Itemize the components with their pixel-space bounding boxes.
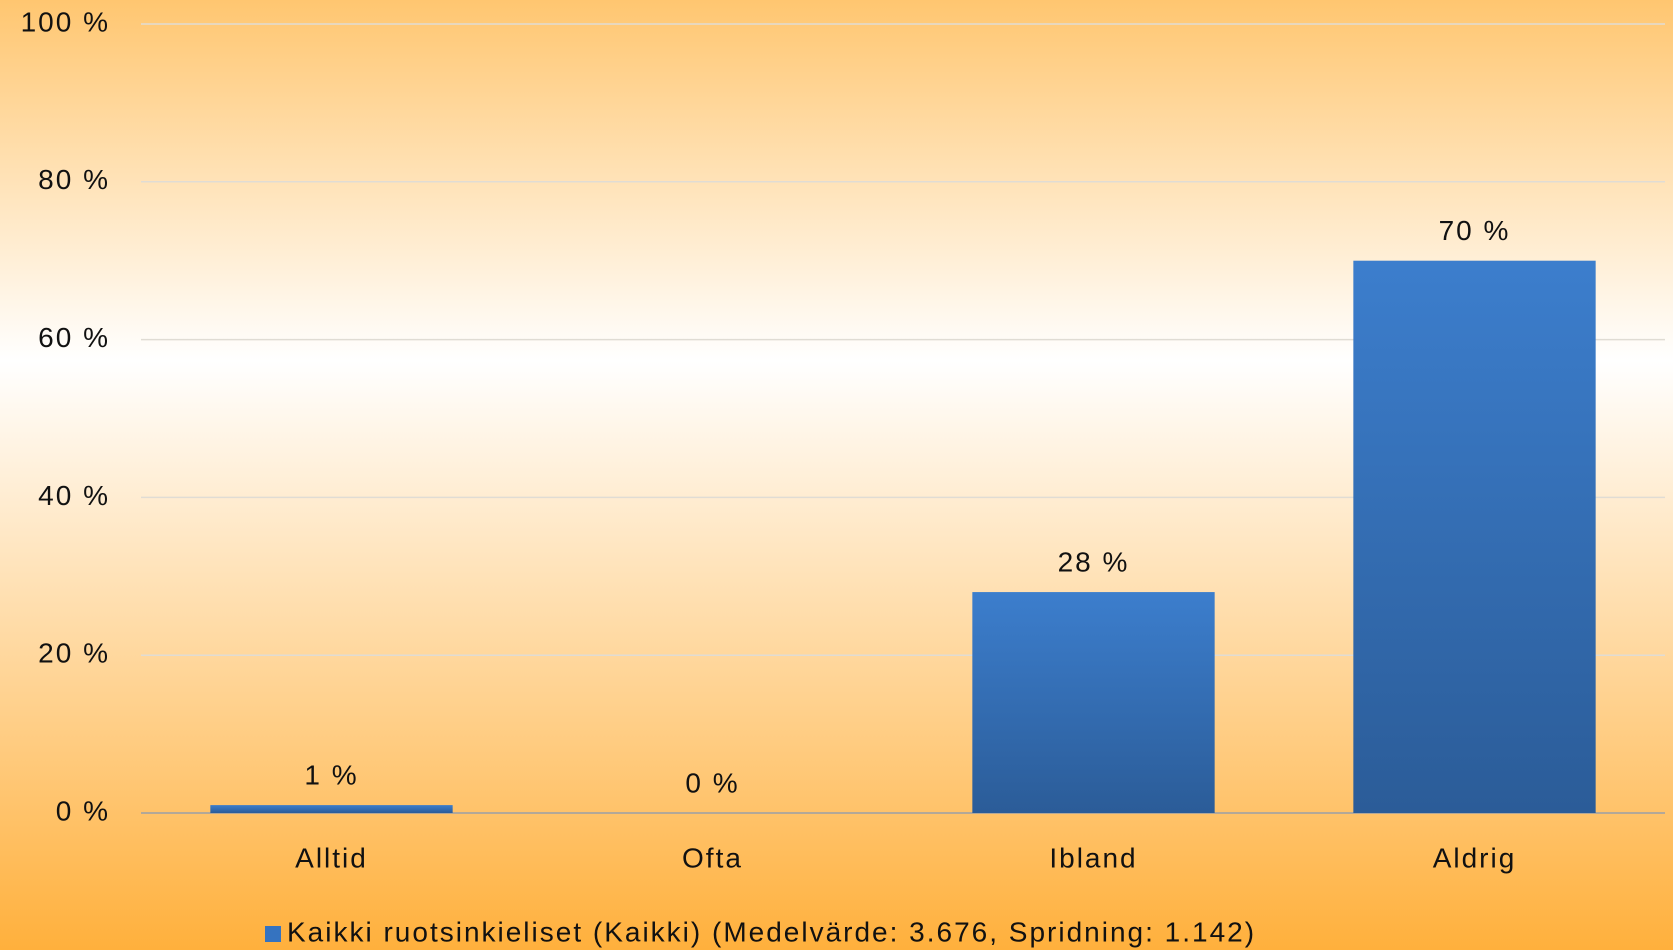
data-label: 70 % [1439,215,1511,246]
y-tick-label: 20 % [38,638,110,669]
y-tick-label: 0 % [56,795,110,826]
bar [972,592,1215,813]
legend-swatch [265,926,281,942]
data-label: 28 % [1058,546,1130,577]
data-label: 0 % [685,767,739,798]
data-label: 1 % [304,760,358,791]
y-tick-label: 80 % [38,164,110,195]
bar [210,805,453,813]
x-tick-label: Alltid [295,842,368,873]
y-tick-label: 60 % [38,322,110,353]
x-tick-label: Ibland [1049,842,1137,873]
legend-label: Kaikki ruotsinkieliset (Kaikki) (Medelvä… [287,916,1256,947]
y-tick-label: 40 % [38,480,110,511]
bar [1353,260,1596,813]
y-tick-label: 100 % [21,6,110,37]
x-tick-label: Ofta [682,842,743,873]
x-tick-label: Aldrig [1433,842,1517,873]
